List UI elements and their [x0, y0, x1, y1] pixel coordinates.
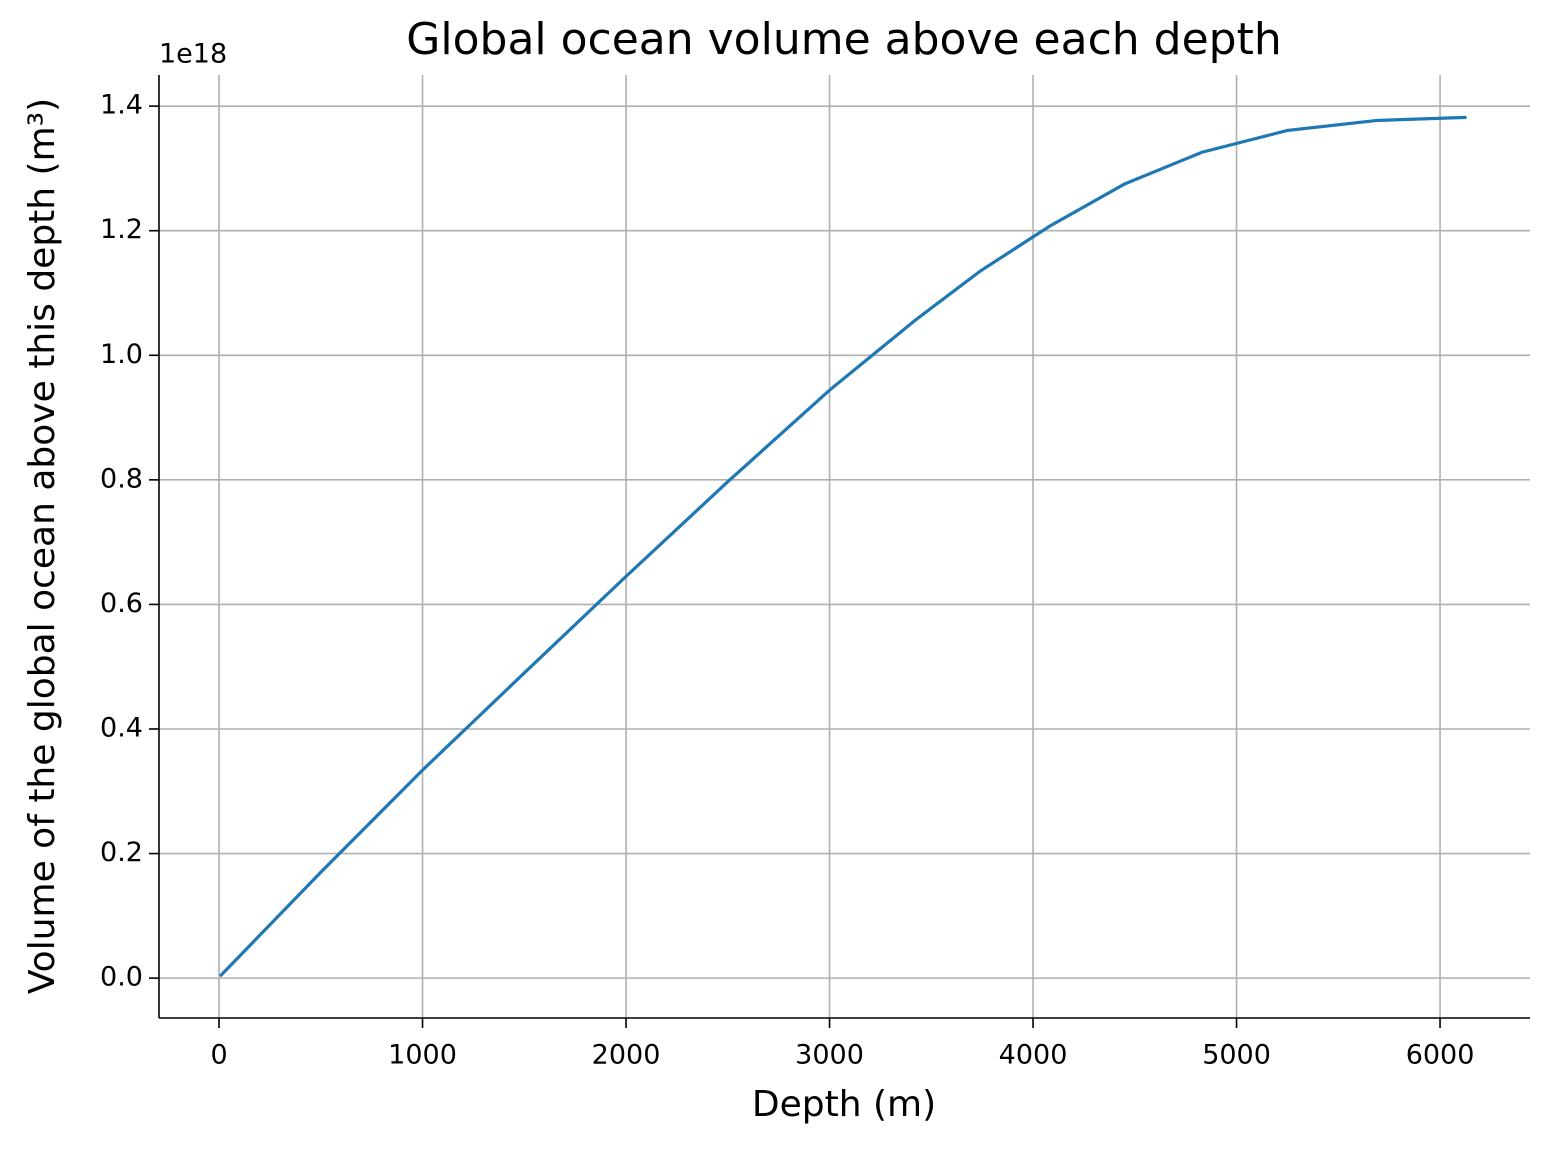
x-tick-label: 0: [210, 1040, 227, 1071]
x-tick-label: 6000: [1406, 1040, 1475, 1071]
y-tick-label: 0.0: [100, 962, 143, 993]
y-tick-label: 0.8: [100, 463, 143, 494]
y-tick-label: 0.6: [100, 588, 143, 619]
x-tick-label: 4000: [999, 1040, 1068, 1071]
data-line: [218, 115, 1467, 978]
y-tick-label: 1.0: [100, 339, 143, 370]
x-tick-label: 5000: [1202, 1040, 1271, 1071]
x-tick-label: 3000: [795, 1040, 864, 1071]
y-tick-label: 1.4: [100, 90, 143, 121]
x-tick-label: 2000: [592, 1040, 661, 1071]
y-tick-label: 1.2: [100, 214, 143, 245]
chart-title: Global ocean volume above each depth: [406, 14, 1281, 65]
x-axis-label: Depth (m): [752, 1084, 936, 1125]
y-tick-label: 0.4: [100, 712, 143, 743]
y-tick-label: 0.2: [100, 837, 143, 868]
x-tick-label: 1000: [388, 1040, 457, 1071]
y-axis-label: Volume of the global ocean above this de…: [22, 98, 63, 994]
y-offset-label: 1e18: [159, 39, 227, 70]
